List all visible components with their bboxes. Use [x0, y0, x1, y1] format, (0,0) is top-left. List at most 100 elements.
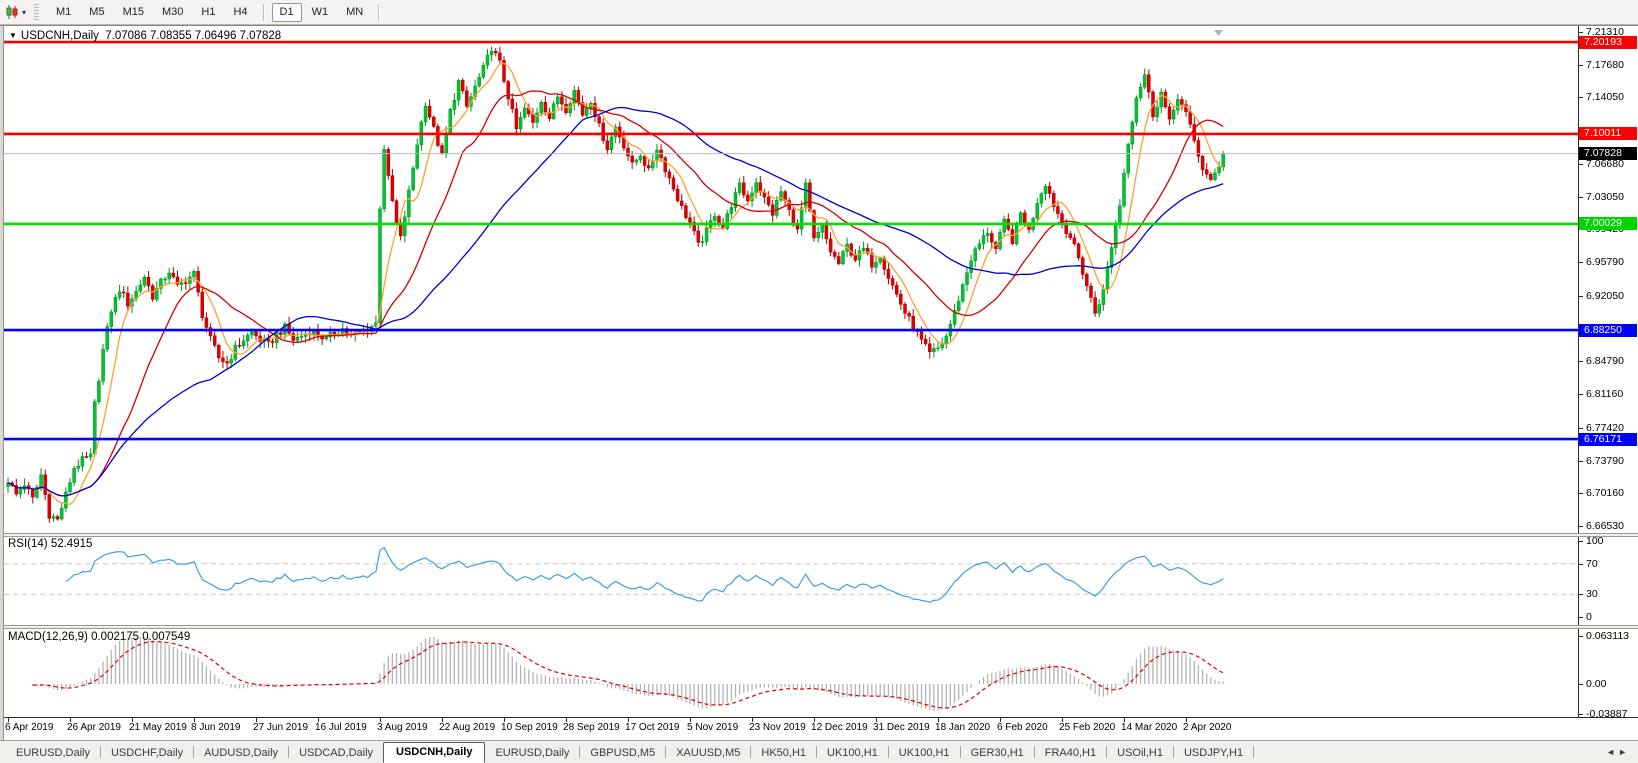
macd-tick-label: 0.063113 [1586, 630, 1630, 642]
timeframe-h1[interactable]: H1 [201, 5, 216, 18]
price-tick-mark [1579, 32, 1583, 33]
timeframe-h4[interactable]: H4 [233, 5, 248, 18]
tab-separator [887, 746, 889, 758]
tab-uk100-h1[interactable]: UK100,H1 [898, 747, 950, 759]
price-tick-label: 6.84790 [1586, 355, 1624, 368]
tab-bar: EURUSD,Daily USDCHF,Daily AUDUSD,Daily USDC… [0, 740, 1638, 763]
date-tick-label: 25 Feb 2020 [1059, 722, 1116, 733]
tab-separator [99, 746, 101, 758]
tab-separator [816, 746, 818, 758]
chart-symbol-label: USDCNH,Daily [20, 30, 99, 42]
price-tick-label: 6.77420 [1586, 421, 1624, 434]
date-axis: 6 Apr 2019 26 Apr 2019 21 May 2019 8 Jun 20… [0, 717, 1638, 741]
date-tick-mark [8, 718, 9, 722]
macd-tick-mark [1579, 713, 1583, 715]
timeframe-m1[interactable]: M1 [56, 5, 72, 18]
date-tick-label: 3 Aug 2019 [377, 722, 428, 733]
price-tick-mark [1579, 427, 1583, 429]
tab-scroll-arrows: ◄► [1606, 747, 1630, 757]
timeframe-d1[interactable]: D1 [271, 2, 302, 22]
chart-type-icon[interactable] [4, 4, 20, 20]
tab-gbpusd-m5[interactable]: GBPUSD,M5 [590, 747, 656, 759]
price-tick-label: 7.03050 [1586, 190, 1624, 203]
timeframe-mn[interactable]: MN [346, 5, 364, 18]
date-tick-label: 31 Dec 2019 [873, 722, 930, 733]
price-tick-label: 7.14050 [1586, 91, 1624, 104]
date-tick-label: 21 May 2019 [129, 722, 187, 733]
macd-panel [32, 637, 1224, 711]
toolbar-grip[interactable] [34, 4, 40, 20]
timeframe-m30[interactable]: M30 [161, 5, 184, 18]
collapse-icon[interactable]: ▼ [9, 31, 17, 40]
date-tick-mark [1000, 718, 1002, 722]
tab-eurusd-daily[interactable]: EURUSD,Daily [16, 747, 90, 759]
price-tag-6.76171: 6.76171 [1579, 432, 1637, 446]
tab-separator [1253, 746, 1255, 758]
price-tag-7.10011: 7.10011 [1579, 127, 1637, 141]
tab-ger30-h1[interactable]: GER30,H1 [970, 747, 1024, 759]
price-tick-label: 6.66530 [1586, 520, 1624, 532]
date-tick-mark [752, 718, 754, 722]
tab-usoil-h1[interactable]: USOil,H1 [1117, 747, 1163, 759]
tab-scroll-right-icon[interactable]: ► [1618, 747, 1630, 757]
macd-tick-label: -0.03887 [1586, 707, 1628, 720]
ma-line-slow [7, 106, 1224, 497]
rsi-tick-mark [1579, 617, 1583, 618]
tab-xauusd-m5[interactable]: XAUUSD,M5 [676, 747, 741, 759]
date-tick-mark [318, 718, 319, 722]
price-tag-7.20193: 7.20193 [1579, 35, 1637, 49]
tab-usdcnh-daily[interactable]: USDCNH,Daily [383, 742, 486, 763]
tab-eurusd-daily[interactable]: EURUSD,Daily [495, 747, 570, 759]
date-tick-mark [1186, 718, 1188, 722]
price-tick-mark [1579, 163, 1583, 165]
rsi-tick-label: 30 [1586, 588, 1598, 601]
date-tick-label: 16 Jul 2019 [315, 722, 367, 733]
tab-separator [959, 746, 961, 758]
price-tick-label: 7.17680 [1586, 58, 1624, 71]
price-tick-label: 6.70160 [1586, 487, 1624, 500]
chart-ohlc-values: 7.07086 7.08355 7.06496 7.07828 [105, 30, 282, 42]
date-tick-label: 27 Jun 2019 [253, 722, 309, 733]
timeframe-buttons: M1 M5 M15 M30 H1 H4 D1 W1 MN [47, 2, 386, 22]
date-tick-mark [1062, 718, 1064, 722]
date-tick-mark [194, 718, 195, 722]
chart-type-dropdown-icon[interactable]: ▾ [22, 7, 27, 17]
price-tick-mark [1579, 295, 1583, 297]
tab-separator [579, 746, 581, 758]
timeframe-m5[interactable]: M5 [89, 5, 105, 18]
tab-separator [1033, 746, 1035, 758]
date-tick-label: 22 Aug 2019 [439, 722, 496, 733]
macd-splitter[interactable] [0, 625, 1638, 629]
timeframe-m15[interactable]: M15 [122, 5, 144, 18]
macd-tick-mark [1579, 684, 1583, 685]
tab-separator [288, 746, 290, 758]
macd-signal-line [32, 640, 1224, 709]
tab-separator [665, 746, 667, 758]
price-tick-mark [1579, 394, 1583, 396]
tab-usdjpy-h1[interactable]: USDJPY,H1 [1183, 747, 1244, 759]
rsi-tick-label: 70 [1586, 557, 1598, 570]
date-tick-label: 14 Mar 2020 [1121, 722, 1178, 733]
tab-hk50-h1[interactable]: HK50,H1 [761, 747, 807, 759]
rsi-tick-label: 0 [1586, 611, 1592, 623]
tab-audusd-daily[interactable]: AUDUSD,Daily [204, 747, 279, 759]
chart-title: ▼ USDCNH,Daily 7.07086 7.08355 7.06496 7.… [9, 30, 281, 42]
tab-uk100-h1[interactable]: UK100,H1 [827, 747, 878, 759]
tab-usdcad-daily[interactable]: USDCAD,Daily [299, 747, 374, 759]
tab-separator [193, 746, 195, 758]
toolbar-separator [262, 3, 265, 21]
tab-scroll-left-icon[interactable]: ◄ [1606, 747, 1619, 757]
date-tick-mark [442, 718, 444, 722]
date-tick-label: 26 Apr 2019 [67, 722, 121, 733]
tab-fra40-h1[interactable]: FRA40,H1 [1044, 747, 1097, 759]
date-tick-mark [132, 718, 133, 722]
rsi-splitter[interactable] [0, 533, 1638, 537]
ma-line-medium [7, 90, 1224, 497]
price-tick-mark [1579, 97, 1583, 99]
date-tick-mark [504, 718, 506, 722]
tab-usdchf-daily[interactable]: USDCHF,Daily [110, 747, 184, 759]
toolbar-separator [378, 3, 381, 21]
timeframe-w1[interactable]: W1 [311, 5, 329, 18]
chart-canvas[interactable] [0, 26, 1578, 717]
